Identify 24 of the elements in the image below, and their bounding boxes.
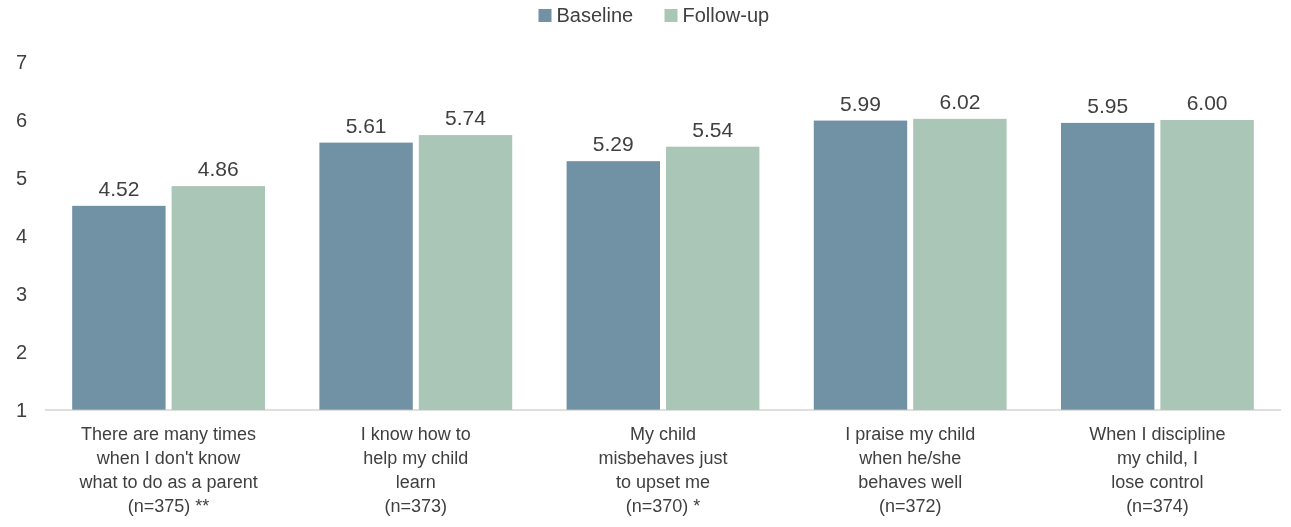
x-tick-label: I know how to help my child learn (n=373) bbox=[360, 424, 471, 516]
data-label: 6.02 bbox=[939, 89, 981, 113]
x-tick-label: When I discipline my child, I lose control (n=374) bbox=[1089, 424, 1226, 516]
data-label: 5.99 bbox=[840, 91, 881, 115]
y-tick-label: 2 bbox=[15, 341, 27, 363]
data-label: 5.54 bbox=[692, 117, 734, 141]
data-label: 5.61 bbox=[345, 113, 387, 137]
data-label: 6.00 bbox=[1186, 91, 1228, 114]
y-tick-label: 4 bbox=[15, 225, 27, 247]
y-tick-label: 7 bbox=[15, 51, 27, 73]
data-label: 5.74 bbox=[445, 106, 487, 130]
data-label: 5.29 bbox=[592, 132, 634, 156]
data-label: 4.86 bbox=[197, 157, 239, 181]
x-tick-label: There are many times when I don't know what to do as a parent (n=375) ** bbox=[78, 424, 258, 516]
data-label: 4.52 bbox=[98, 176, 140, 200]
y-tick-label: 5 bbox=[15, 167, 27, 189]
y-tick-label: 1 bbox=[15, 399, 27, 421]
legend-label: Follow-up bbox=[682, 4, 770, 26]
y-tick-label: 6 bbox=[15, 109, 27, 131]
x-tick-label: I praise my child when he/she behaves well (n=372) bbox=[845, 424, 976, 516]
y-tick-label: 3 bbox=[15, 283, 27, 305]
x-tick-label: My child misbehaves just to upset me (n=370) * bbox=[598, 424, 728, 516]
legend-label: Baseline bbox=[556, 4, 634, 26]
data-label: 5.95 bbox=[1087, 93, 1129, 117]
